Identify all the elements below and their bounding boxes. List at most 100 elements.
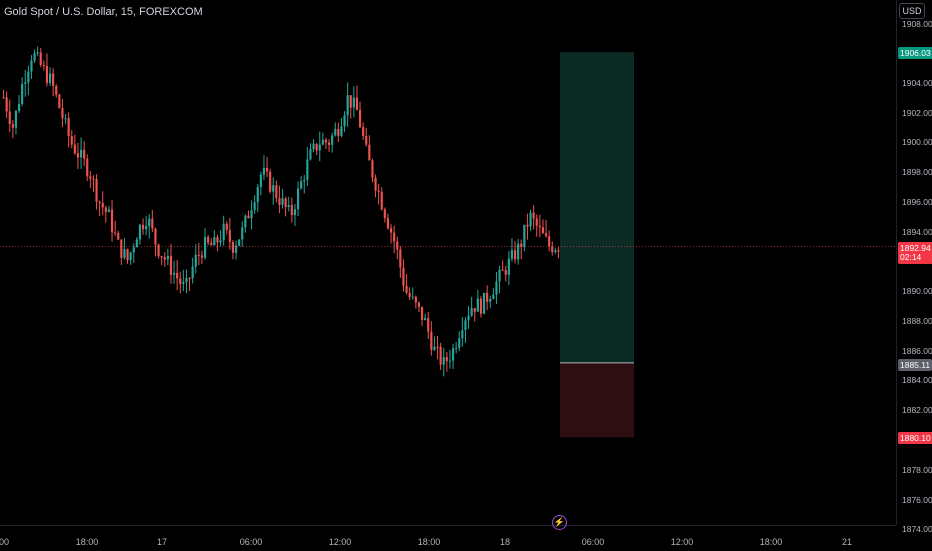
candle-body — [312, 143, 315, 150]
candle-body — [160, 256, 163, 258]
candle-body — [504, 270, 507, 275]
candle-body — [194, 254, 197, 267]
time-label: 18:00 — [75, 537, 99, 547]
candle-body — [349, 95, 352, 108]
candle-body — [464, 320, 467, 331]
candle-body — [551, 246, 554, 253]
candle-body — [436, 346, 439, 348]
bar-countdown: 02:14 — [900, 252, 922, 262]
candle-body — [318, 144, 321, 151]
candle-body — [374, 177, 377, 191]
candle-body — [358, 109, 362, 128]
candle-body — [371, 160, 374, 178]
price-chart[interactable] — [0, 0, 896, 525]
candle-body — [17, 104, 21, 111]
candle-body — [362, 127, 365, 136]
candle-body — [281, 198, 284, 205]
lightning-icon[interactable]: ⚡ — [552, 515, 567, 530]
candle-body — [244, 215, 247, 228]
candle-body — [461, 330, 464, 339]
loss-zone — [560, 362, 634, 438]
candle-body — [61, 108, 64, 119]
price-label: 1908.00 — [902, 19, 932, 29]
price-label: 1884.00 — [902, 375, 932, 385]
candle-body — [300, 181, 303, 189]
candle-body — [306, 159, 309, 180]
candle-body — [262, 167, 266, 175]
candle-body — [185, 278, 188, 283]
candle-body — [48, 73, 52, 84]
candle-body — [365, 135, 368, 145]
candle-body — [535, 218, 538, 226]
candle-body — [52, 73, 55, 87]
candle-body — [166, 255, 169, 260]
candle-body — [234, 245, 238, 253]
candle-body — [489, 298, 492, 302]
candle-body — [8, 111, 11, 125]
candle-body — [352, 97, 355, 108]
price-axis[interactable] — [896, 0, 932, 525]
candle-body — [213, 237, 216, 246]
target-price-tag: 1906.03 — [898, 47, 932, 59]
candle-body — [526, 224, 529, 227]
candle-body — [179, 278, 182, 284]
candle-body — [327, 142, 331, 145]
candle-body — [451, 348, 455, 361]
price-label: 1888.00 — [902, 316, 932, 326]
candle-body — [303, 179, 306, 182]
candle-body — [207, 237, 210, 243]
candle-body — [495, 281, 498, 295]
candle-body — [132, 247, 135, 253]
candle-body — [473, 308, 476, 312]
candle-body — [253, 202, 256, 211]
candle-body — [420, 306, 424, 321]
candle-body — [83, 149, 86, 159]
time-label: 12:00 — [328, 537, 352, 547]
candle-body — [172, 272, 176, 275]
time-label: 18 — [499, 537, 511, 547]
time-label: 21 — [841, 537, 853, 547]
candle-body — [467, 315, 470, 321]
candle-body — [476, 298, 479, 312]
candle-body — [210, 242, 213, 246]
candle-body — [151, 218, 154, 229]
candle-body — [290, 205, 293, 215]
candle-body — [433, 346, 436, 350]
candle-body — [231, 242, 235, 253]
candle-body — [275, 185, 278, 198]
candle-body — [510, 250, 514, 259]
candle-body — [219, 240, 222, 243]
candle-body — [544, 233, 548, 237]
candle-body — [538, 225, 541, 228]
candle-body — [259, 174, 262, 188]
candle-body — [296, 188, 300, 210]
candle-body — [417, 302, 421, 307]
profit-zone — [560, 52, 634, 363]
candle-body — [176, 272, 179, 279]
candle-body — [135, 239, 138, 248]
time-label: 18:00 — [417, 537, 441, 547]
candle-body — [55, 86, 58, 95]
candle-body — [107, 209, 111, 213]
candle-body — [114, 232, 117, 234]
symbol-title: Gold Spot / U.S. Dollar, 15, FOREXCOM — [4, 6, 203, 18]
candle-body — [129, 252, 132, 261]
candle-body — [455, 347, 458, 349]
time-axis[interactable] — [0, 525, 896, 551]
candle-body — [110, 209, 114, 233]
candle-body — [200, 255, 204, 258]
candle-body — [126, 249, 129, 261]
candle-body — [520, 243, 523, 247]
candle-body — [145, 226, 148, 230]
price-label: 1890.00 — [902, 286, 932, 296]
candle-body — [541, 227, 545, 234]
current-price-tag: 1892.94 02:14 — [898, 242, 932, 264]
candle-body — [424, 317, 427, 321]
currency-button[interactable]: USD — [899, 3, 925, 19]
candle-body — [30, 60, 33, 72]
candle-body — [120, 239, 123, 258]
candle-body — [396, 241, 399, 250]
price-label: 1898.00 — [902, 167, 932, 177]
candle-body — [430, 331, 433, 350]
candle-body — [554, 250, 557, 253]
